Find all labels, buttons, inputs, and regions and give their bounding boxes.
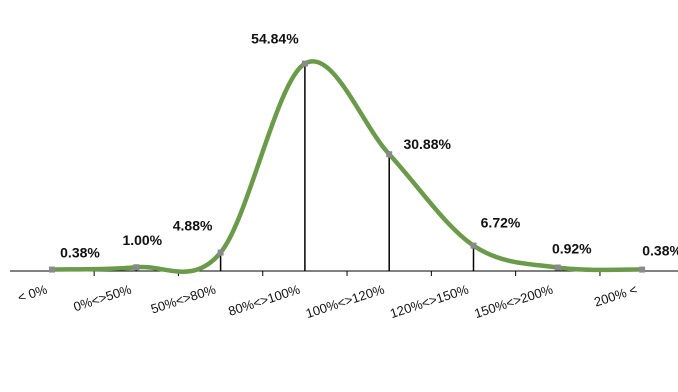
data-label: 4.88% [173,218,213,234]
axis-layer [10,270,678,276]
data-point [301,60,308,67]
x-tick-label: 120%<>150% [388,281,471,321]
x-tick-label: 200% < [592,282,639,310]
data-point [386,151,393,158]
data-point [470,242,477,249]
data-point [133,264,140,271]
data-point [49,266,55,273]
data-point [554,264,561,271]
x-tick-label: 100%<>120% [304,281,387,321]
data-label: 30.88% [403,136,451,152]
x-tick-labels: < 0% 0%<>50% 50%<>80% 80%<>100% 100%<>120% 12… [16,281,639,321]
data-label: 0.38% [642,243,678,259]
x-tick-label: 50%<>80% [149,281,218,316]
x-tick-label: 80%<>100% [226,281,302,318]
series-line [49,59,645,274]
x-tick-label: 150%<>200% [472,281,555,321]
data-label: 6.72% [481,215,521,231]
curve-layer [49,59,645,274]
data-label: 1.00% [122,232,162,248]
data-label: 0.92% [552,241,592,257]
data-point [217,249,224,256]
x-tick-label: 0%<>50% [72,281,134,314]
data-labels: 0.38% 1.00% 4.88% 54.84% 30.88% 6.72% 0.92% 0.3… [60,31,678,261]
data-label: 54.84% [251,31,299,47]
data-label: 0.38% [60,245,100,261]
x-tick-label: < 0% [16,281,50,305]
markers [49,60,646,273]
data-point [639,266,646,273]
